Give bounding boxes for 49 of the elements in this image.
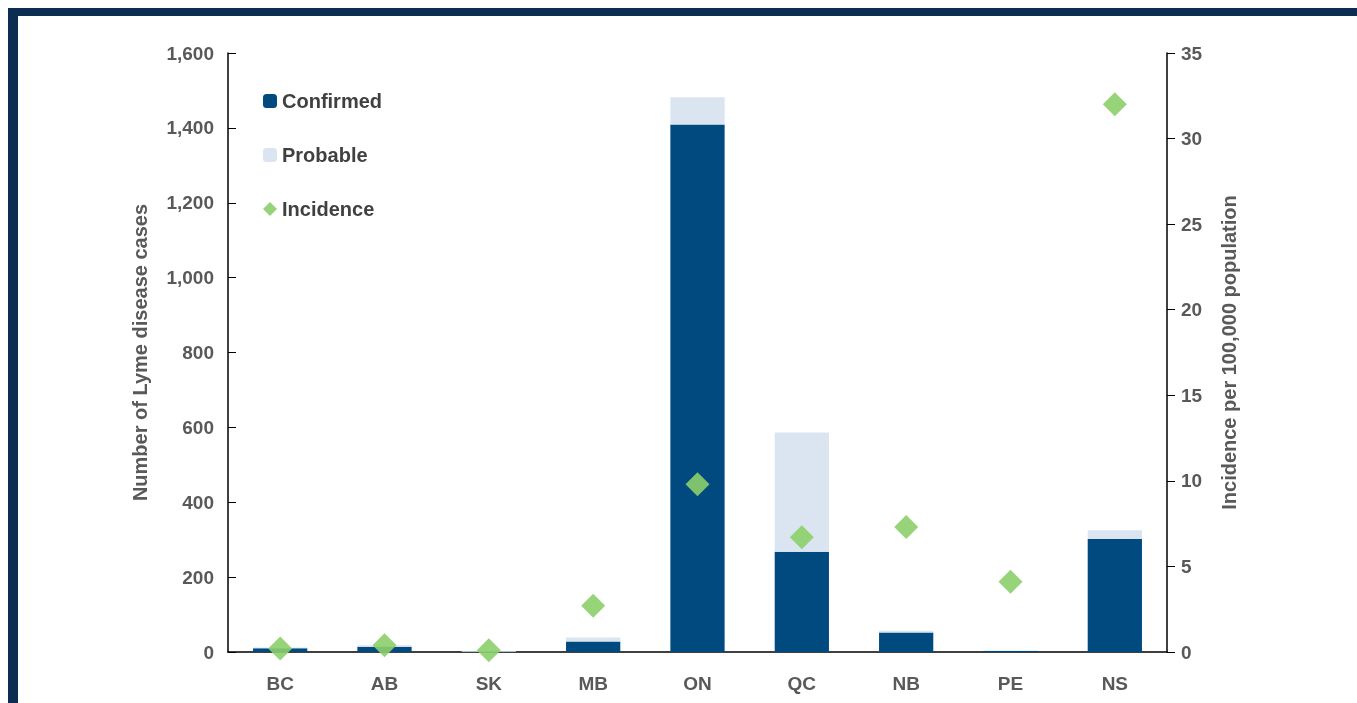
point: [894, 515, 919, 540]
y2-tick-label: 0: [1181, 641, 1192, 663]
legend-label: Probable: [282, 144, 368, 166]
point: [268, 636, 293, 661]
y-tick-label: 1,200: [166, 192, 214, 214]
y2-tick-label: 20: [1181, 299, 1203, 321]
x-tick-label: BC: [266, 673, 295, 694]
y2-tick-label: 30: [1181, 128, 1203, 150]
y2-tick-label: 25: [1181, 213, 1203, 235]
x-tick-label: NS: [1101, 673, 1129, 694]
x-tick-label: AB: [370, 673, 399, 694]
y-tick-label: 600: [182, 416, 214, 438]
point: [789, 525, 814, 550]
bar: [670, 97, 725, 125]
x-tick-label: SK: [475, 673, 503, 694]
y2-axis-title: Incidence per 100,000 population: [1218, 195, 1240, 510]
bar: [670, 124, 725, 652]
point: [685, 472, 710, 497]
y-tick-label: 1,600: [166, 42, 214, 64]
y-tick-label: 800: [182, 342, 214, 363]
y2-tick-label: 15: [1181, 384, 1203, 406]
bar: [774, 551, 829, 652]
y2-tick-label: 5: [1181, 555, 1192, 577]
point: [998, 569, 1023, 594]
bar: [1087, 538, 1142, 652]
point: [372, 633, 397, 658]
x-tick-label: PE: [997, 673, 1024, 694]
y-axis-title: Number of Lyme disease cases: [129, 203, 151, 502]
y-tick-label: 200: [182, 566, 214, 588]
legend-label: Confirmed: [282, 90, 382, 112]
point: [1102, 92, 1127, 117]
point: [581, 593, 606, 618]
bar: [566, 641, 621, 652]
y-tick-label: 1,000: [166, 267, 214, 289]
x-tick-label: ON: [683, 673, 712, 694]
bar: [1087, 530, 1142, 539]
bar: [879, 632, 934, 652]
y2-tick-label: 35: [1181, 42, 1203, 64]
bar: [774, 432, 829, 552]
y-tick-label: 1,400: [166, 117, 214, 139]
legend-label: Incidence: [282, 198, 375, 220]
y-tick-label: 400: [182, 491, 214, 513]
x-tick-label: QC: [787, 673, 817, 694]
y2-tick-label: 10: [1181, 470, 1203, 492]
point: [476, 638, 501, 663]
y-tick-label: 0: [203, 641, 214, 663]
x-tick-label: NB: [892, 673, 920, 694]
bar: [566, 637, 621, 642]
x-tick-label: MB: [578, 673, 608, 694]
